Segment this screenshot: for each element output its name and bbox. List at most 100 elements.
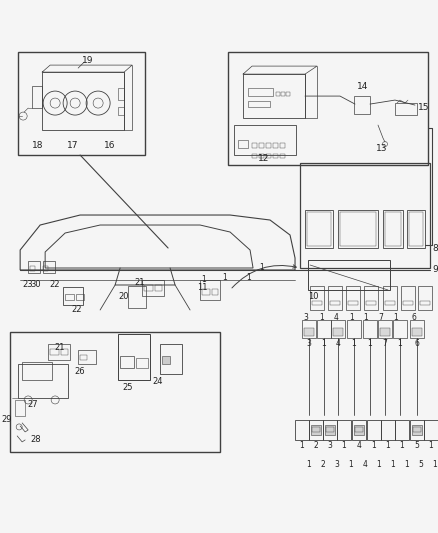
Text: 21: 21	[55, 343, 65, 352]
Bar	[348, 301, 358, 305]
Text: 25: 25	[123, 383, 133, 392]
Text: 21: 21	[135, 278, 145, 287]
Bar	[413, 427, 421, 432]
Bar	[238, 140, 248, 148]
Bar	[212, 289, 218, 295]
Bar	[248, 101, 270, 107]
Bar	[418, 286, 432, 310]
Bar	[409, 212, 423, 246]
Bar	[160, 344, 182, 374]
Bar	[412, 328, 422, 336]
Bar	[273, 143, 278, 148]
Bar	[354, 425, 364, 435]
Bar	[403, 301, 413, 305]
Text: 2: 2	[314, 441, 318, 450]
Bar	[136, 358, 148, 368]
Bar	[305, 210, 333, 248]
Bar	[300, 163, 430, 268]
Bar	[80, 355, 87, 360]
Text: 30: 30	[30, 280, 40, 289]
Bar	[28, 261, 40, 273]
Text: 1: 1	[320, 313, 325, 322]
Bar	[412, 425, 422, 435]
Bar	[43, 266, 48, 271]
Bar	[383, 210, 403, 248]
Bar	[63, 287, 83, 305]
Bar	[366, 301, 376, 305]
Bar	[266, 154, 271, 158]
Text: 29: 29	[2, 415, 12, 424]
Bar	[118, 107, 124, 115]
Bar	[302, 320, 316, 338]
Text: 1: 1	[394, 313, 398, 322]
Text: 9: 9	[432, 265, 438, 274]
Bar	[200, 280, 220, 300]
Bar	[307, 212, 331, 246]
Bar	[308, 260, 390, 290]
Text: 7: 7	[382, 340, 388, 349]
Text: 18: 18	[32, 141, 44, 150]
Bar	[142, 280, 164, 296]
Bar	[354, 96, 370, 114]
Bar	[346, 286, 360, 310]
Bar	[328, 286, 342, 310]
Text: 28: 28	[30, 435, 41, 445]
Text: 10: 10	[308, 293, 318, 302]
Text: 3: 3	[328, 441, 332, 450]
Text: 1: 1	[342, 441, 346, 450]
Text: 1: 1	[405, 461, 410, 470]
Bar	[202, 289, 210, 295]
Bar	[333, 328, 343, 336]
Bar	[280, 154, 285, 158]
Bar	[22, 362, 52, 380]
Text: 17: 17	[67, 141, 79, 150]
Text: 2: 2	[321, 461, 325, 470]
Bar	[326, 427, 334, 432]
Bar	[383, 286, 397, 310]
Bar	[162, 356, 170, 364]
Text: 1: 1	[367, 340, 372, 349]
Bar	[424, 420, 438, 440]
Bar	[228, 52, 428, 165]
Bar	[252, 154, 257, 158]
Bar	[367, 420, 381, 440]
Bar	[410, 420, 424, 440]
Bar	[18, 364, 68, 398]
Text: 1: 1	[300, 441, 304, 450]
Bar	[281, 92, 285, 96]
Text: 1: 1	[429, 441, 433, 450]
Bar	[266, 143, 271, 148]
Bar	[410, 320, 424, 338]
Bar	[252, 143, 257, 148]
Text: 1: 1	[398, 340, 403, 349]
Bar	[317, 320, 331, 338]
Text: 1: 1	[350, 313, 354, 322]
Bar	[395, 103, 417, 115]
Bar	[323, 420, 337, 440]
Bar	[352, 420, 366, 440]
Bar	[48, 344, 70, 360]
Bar	[118, 88, 124, 100]
Bar	[32, 86, 42, 108]
Text: 1: 1	[433, 461, 437, 470]
Bar	[385, 301, 395, 305]
Text: 24: 24	[153, 377, 163, 386]
Bar	[364, 286, 378, 310]
Bar	[280, 143, 285, 148]
Text: 1: 1	[260, 263, 265, 272]
Bar	[78, 350, 96, 364]
Bar	[393, 320, 407, 338]
Text: 14: 14	[357, 82, 368, 91]
Text: 23: 23	[22, 280, 33, 289]
Text: 27: 27	[28, 400, 39, 409]
Bar	[407, 210, 425, 248]
Bar	[378, 320, 392, 338]
Text: 15: 15	[418, 102, 430, 111]
Bar	[128, 286, 146, 308]
Bar	[363, 320, 377, 338]
Text: 16: 16	[104, 141, 116, 150]
Text: 1: 1	[385, 441, 390, 450]
Bar	[144, 285, 153, 291]
Bar	[312, 427, 320, 432]
Text: 1: 1	[247, 273, 251, 282]
